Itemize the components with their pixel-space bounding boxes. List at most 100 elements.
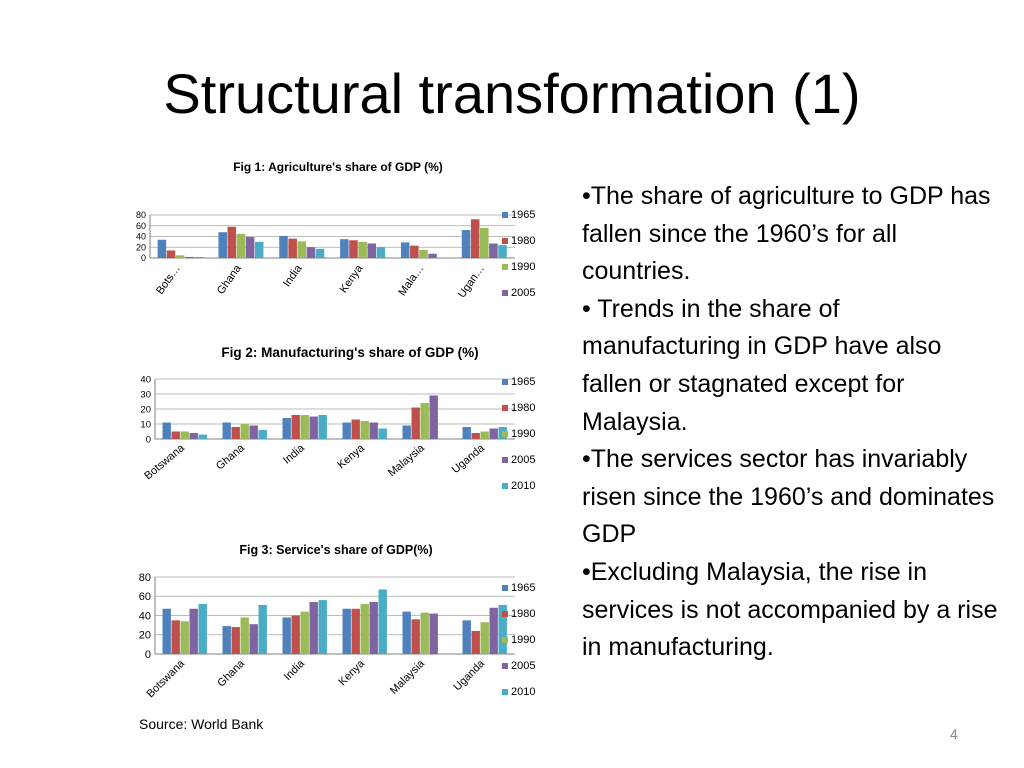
legend-label: 1980 (511, 235, 535, 247)
page-number: 4 (950, 726, 958, 742)
legend-label: 1965 (511, 582, 535, 594)
bar (410, 245, 419, 258)
category-label: India (282, 657, 308, 683)
category-label: Malaysia (386, 442, 428, 480)
bar (470, 219, 480, 258)
legend-swatch (502, 483, 508, 489)
chart-title: Fig 3: Service's share of GDP(%) (239, 543, 432, 557)
legend-swatch (502, 290, 508, 296)
bar (231, 627, 240, 654)
bar (378, 428, 387, 439)
bar (351, 608, 360, 654)
bar (282, 418, 291, 439)
bar (358, 241, 367, 258)
bullet-item: •The services sector has invariably rise… (582, 445, 995, 549)
bar (318, 415, 327, 439)
legend-swatch (502, 431, 508, 437)
bar (291, 615, 300, 654)
bar (258, 430, 267, 439)
bar (227, 226, 237, 258)
bar (309, 416, 318, 439)
bar (480, 622, 489, 654)
legend-swatch (502, 663, 508, 669)
legend-swatch (502, 212, 508, 218)
bar (189, 608, 198, 654)
bar (198, 603, 207, 654)
bar (249, 425, 258, 439)
bar (175, 255, 185, 258)
bar (184, 256, 194, 258)
bar (218, 232, 227, 258)
category-label: Mala… (396, 263, 426, 298)
bar (291, 415, 300, 439)
bar (306, 247, 316, 258)
bar (162, 422, 171, 439)
y-tick-label: 80 (139, 572, 151, 584)
category-label: Uganda (450, 442, 488, 477)
bar (400, 242, 410, 258)
category-label: Kenya (338, 262, 366, 295)
bar (171, 431, 180, 439)
bullet-item: •The share of agriculture to GDP has fal… (582, 182, 991, 286)
category-label: Bots… (154, 263, 183, 297)
bar (429, 395, 438, 439)
bullet-list: •The share of agriculture to GDP has fal… (582, 178, 1002, 667)
bar (342, 608, 351, 654)
category-label: Kenya (337, 657, 368, 688)
source-note: Source: World Bank (139, 716, 264, 732)
y-tick-label: 0 (145, 649, 151, 661)
bar (236, 233, 246, 258)
bar (360, 421, 369, 439)
bar (240, 617, 249, 654)
agriculture-chart: Fig 1: Agriculture's share of GDP (%)020… (136, 160, 536, 300)
bar (300, 611, 309, 654)
bar (419, 249, 428, 258)
bar (462, 427, 471, 439)
chart-title: Fig 2: Manufacturing's share of GDP (%) (221, 345, 478, 360)
bar (340, 239, 349, 258)
legend-swatch (502, 405, 508, 411)
legend-label: 1965 (511, 376, 535, 388)
category-label: India (281, 442, 308, 467)
bullet-item: • Trends in the share of manufacturing i… (582, 294, 942, 436)
bar (376, 247, 386, 258)
category-label: Ghana (215, 262, 244, 297)
bar (480, 227, 489, 258)
bar (367, 243, 377, 258)
y-tick-label: 20 (136, 242, 146, 252)
bar (402, 425, 411, 439)
category-label: Botswana (144, 657, 187, 700)
bar (498, 245, 507, 258)
bar (369, 422, 378, 439)
bar (180, 431, 189, 439)
bar (489, 428, 498, 439)
legend-swatch (502, 689, 508, 695)
y-tick-label: 40 (136, 232, 146, 242)
bar (318, 600, 327, 654)
y-tick-label: 60 (139, 591, 151, 603)
y-tick-label: 20 (139, 630, 151, 642)
bar (180, 621, 189, 654)
bar (288, 238, 297, 258)
bar (171, 620, 180, 654)
y-tick-label: 10 (140, 419, 151, 430)
legend-label: 2010 (511, 480, 535, 492)
bar (402, 611, 411, 654)
bullet-item: •Excluding Malaysia, the rise in service… (582, 557, 998, 662)
bar (369, 602, 378, 654)
bar (471, 433, 480, 439)
bar (162, 608, 171, 654)
bar (342, 422, 351, 439)
legend-swatch (502, 611, 508, 617)
bar (411, 619, 420, 654)
bar (282, 617, 291, 654)
bar (222, 422, 231, 439)
bar (411, 407, 420, 439)
bar (351, 419, 360, 439)
bar (462, 620, 471, 654)
bar (349, 240, 358, 258)
bar (489, 607, 498, 654)
y-tick-label: 80 (136, 210, 146, 220)
legend-label: 1990 (511, 261, 535, 273)
bar (315, 248, 325, 258)
